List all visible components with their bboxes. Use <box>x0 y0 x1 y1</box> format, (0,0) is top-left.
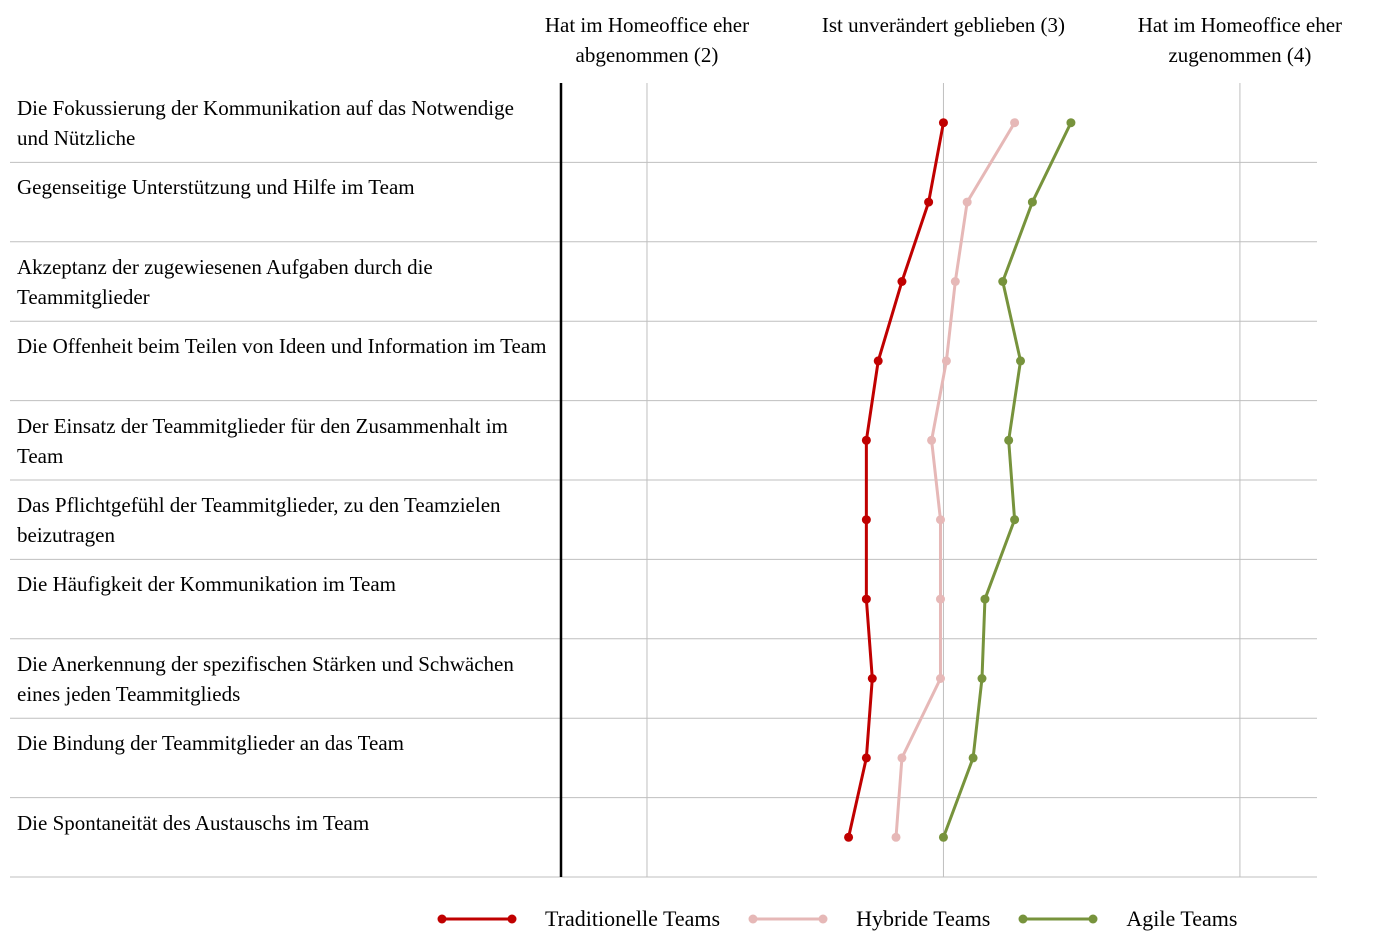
data-point <box>1066 118 1076 128</box>
data-point <box>1010 118 1020 128</box>
data-point <box>998 277 1008 286</box>
x-tick-label: Hat im Homeoffice eher abgenommen (2) <box>544 13 750 67</box>
data-point <box>927 435 937 445</box>
data-point <box>1027 197 1037 207</box>
legend-dot <box>818 914 828 924</box>
legend-item: Traditionelle Teams <box>437 906 720 932</box>
category-label: Die Offenheit beim Teilen von Ideen und … <box>17 334 547 359</box>
category-label: Akzeptanz der zugewiesenen Aufgaben durc… <box>17 254 433 309</box>
legend: Traditionelle Teams Hybride Teams Agile Te… <box>437 906 1265 932</box>
category-label: Gegenseitige Unterstützung und Hilfe im … <box>17 175 415 200</box>
category-label: Das Pflichtgefühl der Teammitglieder, zu… <box>17 493 501 547</box>
legend-swatch <box>437 914 517 924</box>
data-point <box>938 118 948 128</box>
legend-dot <box>1088 914 1098 924</box>
category-label: Die Häufigkeit der Kommunikation im Team <box>17 572 396 597</box>
data-point <box>941 356 951 366</box>
data-point <box>1004 435 1014 445</box>
legend-label: Traditionelle Teams <box>545 906 721 931</box>
data-point <box>950 277 960 286</box>
category-label: Die Bindung der Teammitglieder an das Te… <box>17 731 405 756</box>
data-point <box>861 435 871 445</box>
data-point <box>861 515 871 525</box>
legend-dot <box>437 914 447 924</box>
data-point <box>980 594 990 604</box>
data-point <box>891 832 901 842</box>
data-point <box>935 515 945 525</box>
category-label: Der Einsatz der Teammitglieder für den Z… <box>17 413 508 468</box>
data-point <box>968 753 978 763</box>
data-point <box>935 594 945 604</box>
x-tick-label: Ist unverändert geblieben (3) <box>821 13 1066 37</box>
data-point <box>1010 515 1020 525</box>
legend-swatch <box>1018 914 1098 924</box>
legend-label: Agile Teams <box>1126 906 1238 931</box>
data-point <box>844 832 854 842</box>
legend-dot <box>748 914 758 924</box>
data-point <box>861 594 871 604</box>
data-point <box>867 674 877 683</box>
data-point <box>1016 356 1026 366</box>
legend-item: Hybride Teams <box>748 906 990 932</box>
data-point <box>935 674 945 683</box>
data-point <box>897 753 907 763</box>
data-point <box>977 674 987 683</box>
data-point <box>861 753 871 763</box>
legend-item: Agile Teams <box>1018 906 1237 932</box>
legend-label: Hybride Teams <box>856 906 991 931</box>
data-point <box>924 197 934 207</box>
series-line <box>942 122 1073 838</box>
data-point <box>938 832 948 842</box>
data-point <box>873 356 883 366</box>
series-line <box>847 122 945 838</box>
legend-swatch <box>748 914 828 924</box>
category-label: Die Anerkennung der spezifischen Stärken… <box>17 651 514 706</box>
data-point <box>897 277 907 286</box>
x-tick-label: Hat im Homeoffice eher zugenommen (4) <box>1137 13 1343 67</box>
series-line <box>894 121 1016 838</box>
category-label: Die Spontaneität des Austauschs im Team <box>17 810 370 835</box>
data-point <box>962 197 972 207</box>
category-label: Die Fokussierung der Kommunikation auf d… <box>17 96 514 150</box>
legend-dot <box>507 914 517 924</box>
legend-dot <box>1018 914 1028 924</box>
